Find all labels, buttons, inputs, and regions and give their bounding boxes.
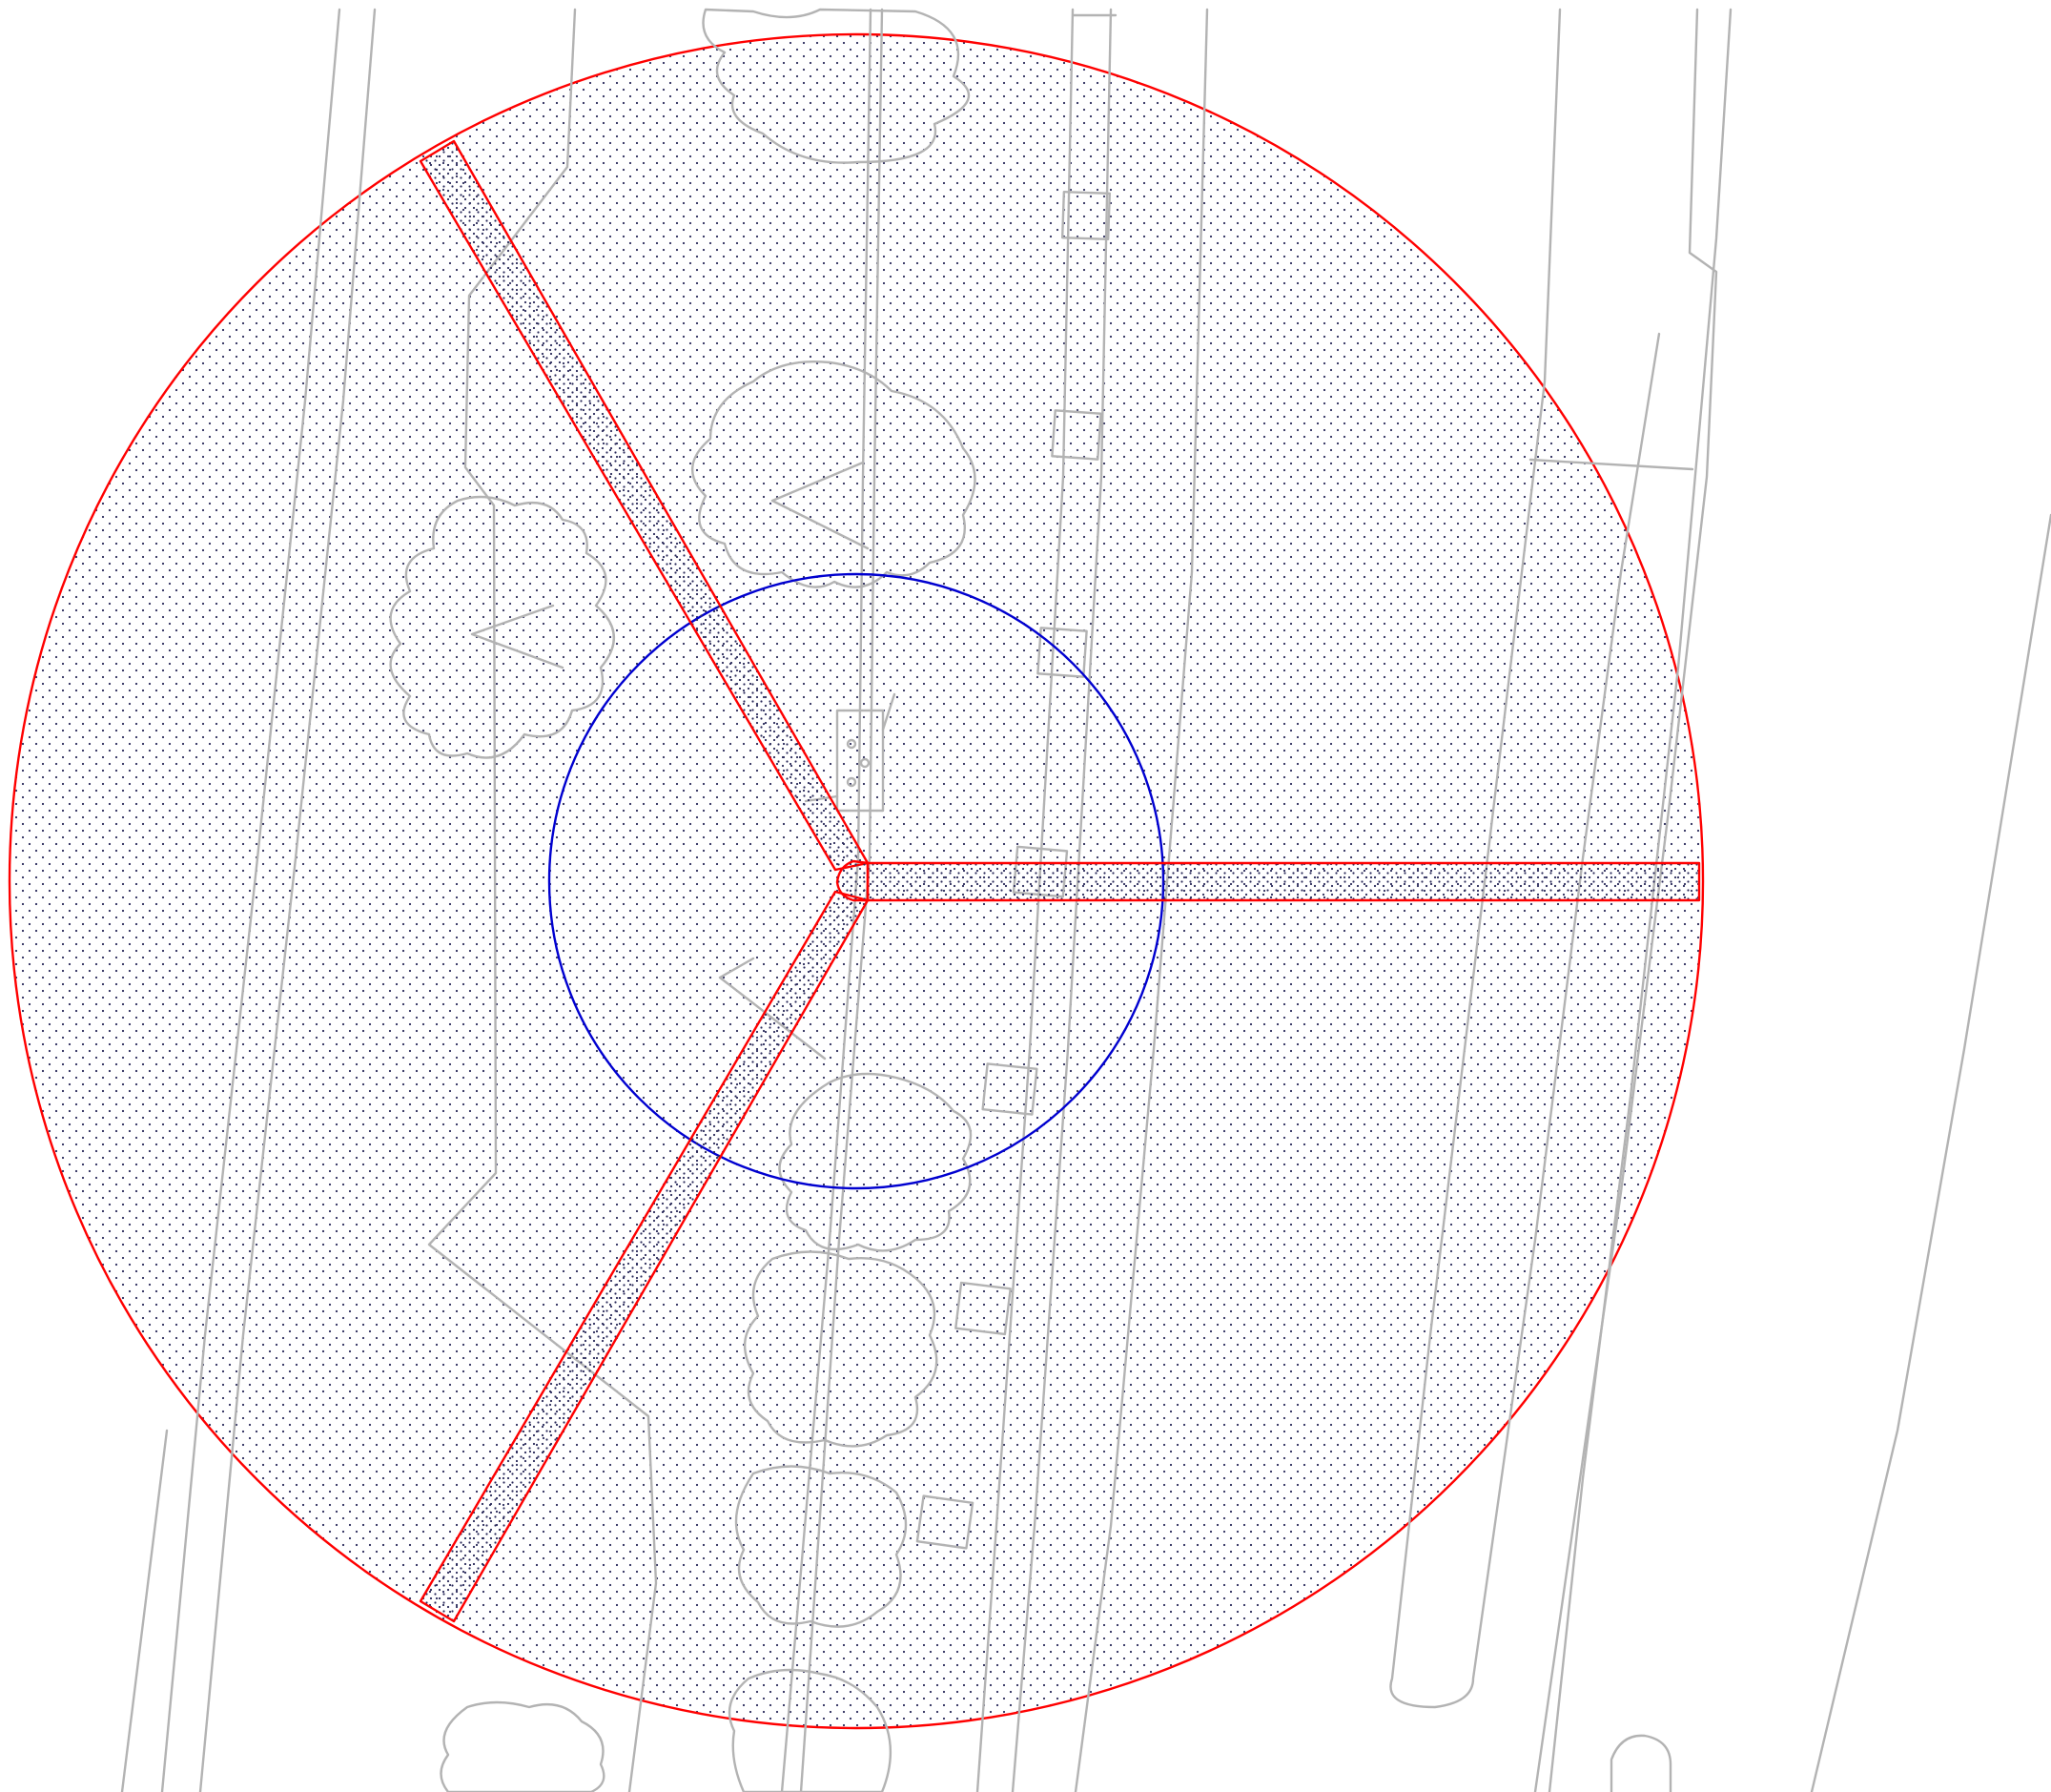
road-edge-left-1 [160,8,341,1792]
utility-box-5 [981,1062,1038,1116]
side-lane-line [1528,458,1694,471]
road-edge-east-2 [1389,8,1661,1709]
tree-canopy-southwest [440,1700,605,1792]
parcel-line-west [427,8,658,1792]
utility-box-7 [915,1494,974,1550]
structure-detail-1 [846,738,857,750]
road-edge-left-3 [120,1429,169,1792]
corridor-east [866,861,1701,902]
tree-canopy-south-4 [728,1668,892,1792]
corridors [419,139,1701,1623]
utility-box-3 [1036,627,1088,678]
tree-canopy-north [702,8,971,164]
tree-canopy-south-1 [778,1072,973,1252]
road-edge-far-east [1810,513,2051,1792]
road-edge-left-2 [198,8,377,1792]
corridor-hub [835,859,870,902]
road-edge-east-3 [1533,8,1718,1792]
structure-detail-3 [846,776,857,788]
cul-de-sac [1610,1734,1672,1792]
utility-box-1 [1060,190,1112,241]
tree-canopy-mid [690,360,976,588]
utility-box-2 [1051,409,1102,461]
utility-strip-edge-2 [1011,8,1113,1792]
tree-canopy-south-2 [743,1250,938,1448]
leader-triangle-west [470,604,564,669]
base-map-linework [120,8,2051,1792]
leader-triangle-north [770,461,870,550]
structure-detail-2 [859,757,871,769]
tree-canopy-west [389,495,615,759]
tree-canopy-south-3 [734,1465,908,1628]
utility-strip-edge-1 [975,8,1075,1792]
central-structure [835,709,885,813]
road-edge-east-1 [1074,8,1209,1792]
utility-box-6 [954,1281,1012,1336]
central-path-edge-2 [799,8,884,1792]
